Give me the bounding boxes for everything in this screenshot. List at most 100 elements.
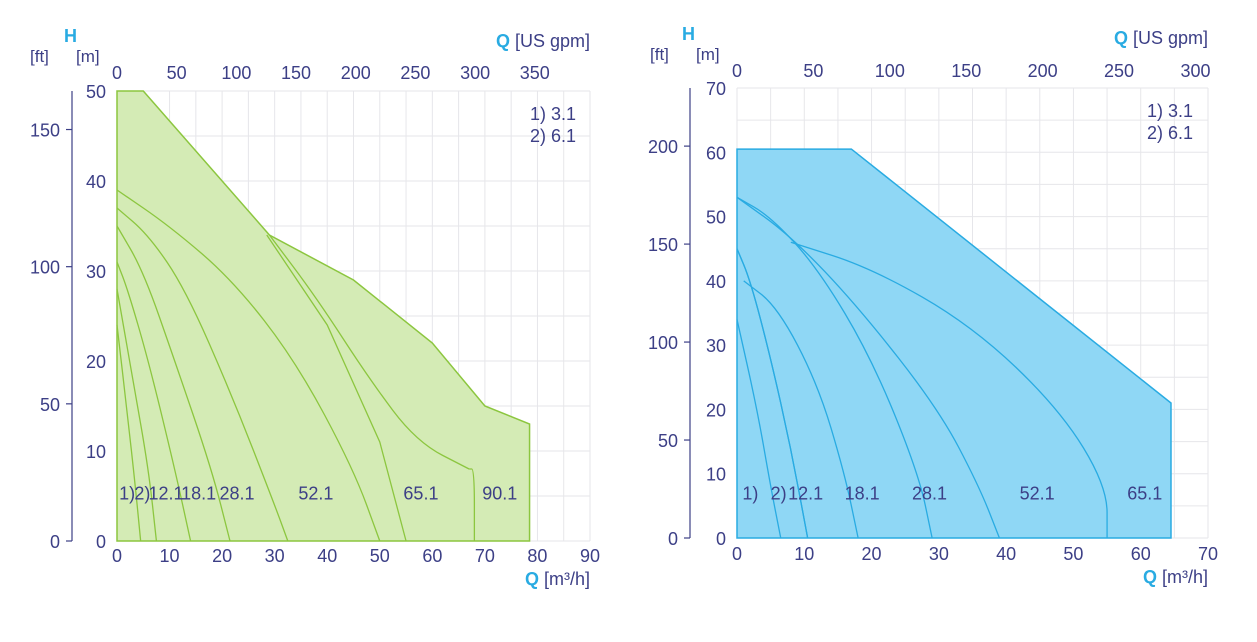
left-x-tick: 70 xyxy=(475,546,495,566)
left-y-tick-m: 30 xyxy=(86,262,106,282)
right-y-tick-m: 70 xyxy=(706,79,726,99)
left-legend-entry: 2) 6.1 xyxy=(530,126,576,146)
right-x-top-tick: 100 xyxy=(875,61,905,81)
left-x-top-tick: 50 xyxy=(167,63,187,83)
right-x-tick: 30 xyxy=(929,544,949,564)
right-y-tick-ft: 150 xyxy=(648,235,678,255)
left-x-top-tick: 300 xyxy=(460,63,490,83)
right-curve-12.1 xyxy=(736,248,809,539)
left-curve-label: 18.1 xyxy=(181,484,216,504)
right-x-top-tick: 300 xyxy=(1180,61,1210,81)
right-curve-52.1 xyxy=(736,196,1001,539)
left-x-tick: 50 xyxy=(370,546,390,566)
right-operating-range xyxy=(736,148,1172,539)
right-x-tick: 0 xyxy=(732,544,742,564)
right-curve-label: 12.1 xyxy=(788,483,823,503)
left-x-tick: 20 xyxy=(212,546,232,566)
left-x-tick: 90 xyxy=(580,546,600,566)
left-y-unit-ft: [ft] xyxy=(30,47,49,66)
right-y-tick-m: 40 xyxy=(706,272,726,292)
left-legend-entry: 1) 3.1 xyxy=(530,104,576,124)
right-y-unit-ft: [ft] xyxy=(650,45,669,64)
left-x-top-tick: 0 xyxy=(112,63,122,83)
right-curve-65.1 xyxy=(790,241,1108,538)
right-legend-entry: 2) 6.1 xyxy=(1147,123,1193,143)
right-y-tick-m: 10 xyxy=(706,465,726,485)
left-y-tick-m: 10 xyxy=(86,442,106,462)
right-curve-label: 65.1 xyxy=(1127,483,1162,503)
left-y-tick-m: 40 xyxy=(86,172,106,192)
left-y-tick-m: 20 xyxy=(86,352,106,372)
right-curve-label: 1) xyxy=(742,483,758,503)
right-x-bottom-title: Q [m³/h] xyxy=(1143,567,1208,587)
left-y-letter: H xyxy=(64,26,77,46)
left-x-top-tick: 250 xyxy=(400,63,430,83)
right-x-top-title: Q [US gpm] xyxy=(1114,28,1208,48)
right-x-tick: 40 xyxy=(996,544,1016,564)
left-curve-1) xyxy=(116,324,142,542)
right-x-tick: 20 xyxy=(862,544,882,564)
left-x-top-tick: 100 xyxy=(221,63,251,83)
right-y-tick-m: 50 xyxy=(706,208,726,228)
right-y-tick-m: 20 xyxy=(706,400,726,420)
right-y-tick-ft: 0 xyxy=(668,529,678,549)
left-curve-label: 2) xyxy=(134,484,150,504)
left-y-tick-m: 0 xyxy=(96,532,106,552)
left-x-top-tick: 200 xyxy=(341,63,371,83)
left-y-unit-m: [m] xyxy=(76,47,100,66)
left-operating-range xyxy=(116,90,531,542)
right-x-top-tick: 150 xyxy=(951,61,981,81)
left-curve-90.1 xyxy=(469,468,476,541)
right-legend-entry: 1) 3.1 xyxy=(1147,101,1193,121)
right-y-tick-m: 60 xyxy=(706,143,726,163)
right-x-tick: 60 xyxy=(1131,544,1151,564)
right-x-top-tick: 50 xyxy=(803,61,823,81)
right-curve-label: 18.1 xyxy=(845,483,880,503)
left-curve-12.1 xyxy=(116,261,192,542)
right-curve-28.1 xyxy=(736,196,933,539)
right-y-unit-m: [m] xyxy=(696,45,720,64)
left-curve-label: 12.1 xyxy=(149,484,184,504)
left-x-bottom-title: Q [m³/h] xyxy=(525,569,590,589)
right-curve-label: 28.1 xyxy=(912,483,947,503)
left-x-tick: 0 xyxy=(112,546,122,566)
right-curve-label: 52.1 xyxy=(1020,483,1055,503)
left-curve-18.1 xyxy=(116,225,231,542)
left-x-tick: 40 xyxy=(317,546,337,566)
right-x-top-tick: 200 xyxy=(1028,61,1058,81)
right-x-top-tick: 250 xyxy=(1104,61,1134,81)
left-curve-28.1 xyxy=(116,207,289,542)
left-curve-label: 1) xyxy=(119,484,135,504)
left-curve-label: 90.1 xyxy=(482,484,517,504)
left-y-tick-ft: 100 xyxy=(30,258,60,278)
left-y-tick-ft: 150 xyxy=(30,121,60,141)
right-curve-1) xyxy=(736,319,782,539)
right-y-letter: H xyxy=(682,24,695,44)
left-x-top-tick: 150 xyxy=(281,63,311,83)
left-x-top-title: Q [US gpm] xyxy=(496,31,590,51)
left-x-top-tick: 350 xyxy=(520,63,550,83)
left-x-tick: 60 xyxy=(422,546,442,566)
right-y-tick-ft: 200 xyxy=(648,137,678,157)
right-x-tick: 50 xyxy=(1063,544,1083,564)
left-x-tick: 10 xyxy=(160,546,180,566)
right-curve-18.1 xyxy=(743,280,859,539)
left-curve-52.1 xyxy=(116,189,381,542)
left-curve-65.1 xyxy=(268,234,470,470)
left-curve-label: 52.1 xyxy=(298,484,333,504)
right-curve-label: 2) xyxy=(771,483,787,503)
left-x-tick: 80 xyxy=(527,546,547,566)
left-curve-extra xyxy=(266,234,407,542)
right-y-tick-m: 30 xyxy=(706,336,726,356)
right-y-tick-ft: 50 xyxy=(658,431,678,451)
left-y-tick-ft: 50 xyxy=(40,395,60,415)
left-y-tick-m: 50 xyxy=(86,82,106,102)
left-y-tick-ft: 0 xyxy=(50,532,60,552)
right-y-tick-ft: 100 xyxy=(648,333,678,353)
right-x-tick: 70 xyxy=(1198,544,1218,564)
right-x-top-tick: 0 xyxy=(732,61,742,81)
left-curve-label: 65.1 xyxy=(403,484,438,504)
chart-left: 1) 2)12.118.1 28.1 52.1 65.1 90.1 0 10 20 30 40 50 0… xyxy=(30,26,600,589)
left-x-tick: 30 xyxy=(265,546,285,566)
